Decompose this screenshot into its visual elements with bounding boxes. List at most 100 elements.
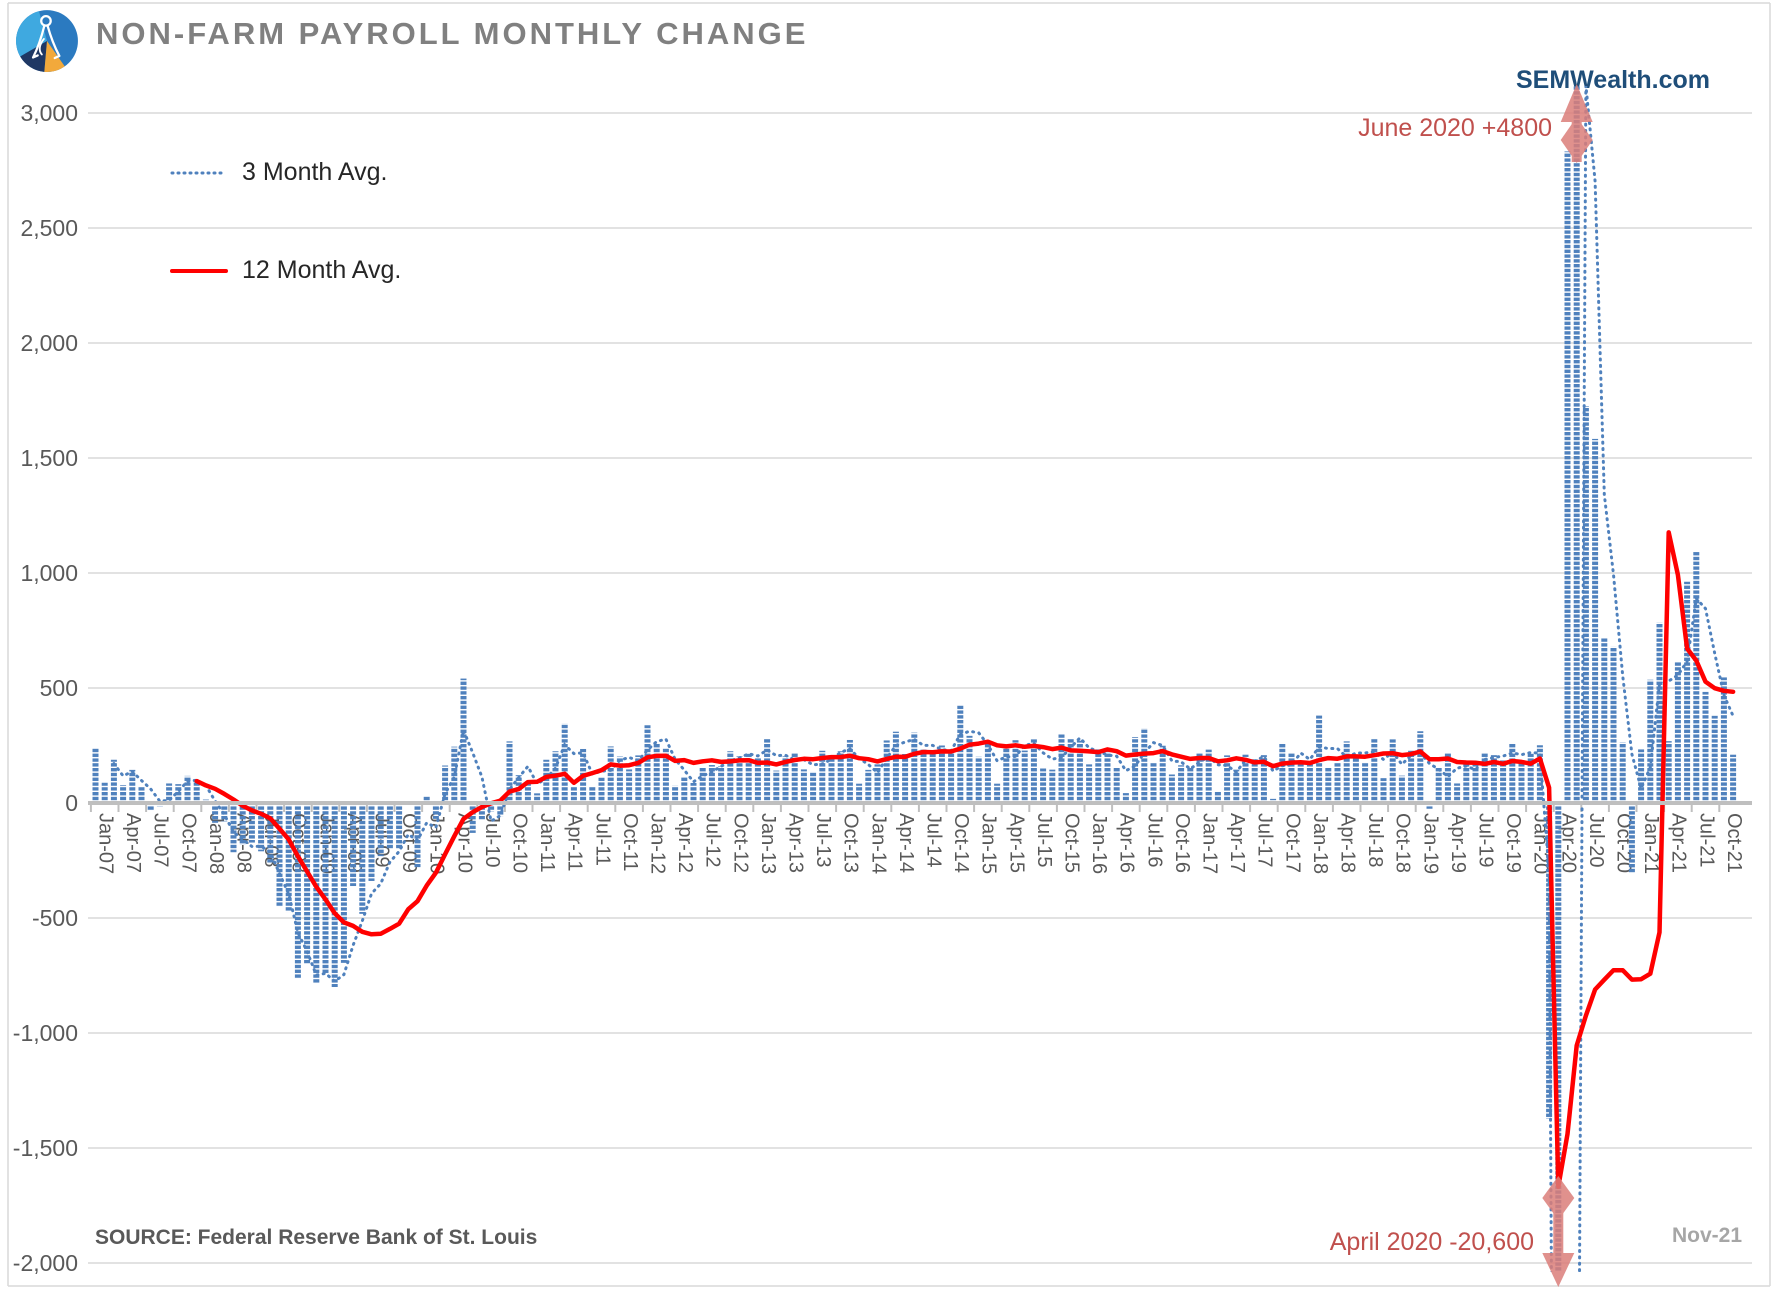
bar	[1426, 803, 1433, 809]
bar	[782, 756, 789, 803]
bar	[1463, 761, 1470, 803]
bar	[589, 786, 596, 803]
bar	[193, 780, 200, 803]
monthly-change-bars	[92, 86, 1737, 1272]
bar	[1003, 745, 1010, 803]
x-tick-label: Jan-14	[867, 813, 889, 874]
bar	[1224, 755, 1231, 803]
bar	[423, 796, 430, 803]
bar	[883, 740, 890, 803]
bar	[892, 731, 899, 803]
x-tick-label: Jan-11	[536, 813, 558, 873]
bar	[1665, 741, 1672, 803]
bar	[488, 803, 495, 812]
y-tick-label: -500	[32, 905, 78, 931]
x-tick-label: Apr-12	[674, 813, 696, 873]
bar	[129, 769, 136, 803]
bar	[902, 754, 909, 803]
bar	[773, 770, 780, 803]
bar	[1233, 769, 1240, 803]
bar	[570, 786, 577, 803]
bar	[1509, 742, 1516, 803]
y-tick-label: 2,500	[20, 215, 78, 241]
bar	[800, 769, 807, 803]
x-tick-label: Apr-17	[1226, 813, 1248, 873]
bar	[708, 765, 715, 803]
bar	[1435, 767, 1442, 803]
bar	[1297, 762, 1304, 803]
bar	[497, 803, 504, 817]
bar	[1684, 581, 1691, 803]
bar	[727, 751, 734, 803]
bar	[1444, 753, 1451, 803]
bar	[1067, 738, 1074, 803]
x-tick-label: Oct-16	[1171, 813, 1193, 873]
x-tick-label: Oct-19	[1502, 813, 1524, 873]
bar	[754, 757, 761, 803]
bar	[653, 743, 660, 803]
bar	[819, 750, 826, 803]
bar	[432, 803, 439, 819]
x-tick-label: Oct-14	[950, 813, 972, 873]
x-tick-label: Jul-19	[1475, 813, 1497, 867]
bar	[1021, 750, 1028, 803]
bar	[110, 759, 117, 803]
bar	[1362, 762, 1369, 803]
x-tick-label: Jul-07	[150, 813, 172, 867]
annotation-april-2020: April 2020 -20,600	[1329, 1228, 1534, 1256]
y-tick-label: 0	[65, 790, 78, 816]
legend-label-3-month: 3 Month Avg.	[242, 158, 388, 186]
bar	[101, 782, 108, 803]
bar	[1693, 552, 1700, 803]
bar	[948, 752, 955, 803]
bar	[1674, 661, 1681, 803]
plot-area	[92, 86, 1737, 1272]
bar	[1196, 753, 1203, 803]
bar	[1490, 755, 1497, 803]
bar	[1352, 755, 1359, 803]
bar	[230, 803, 237, 853]
bar	[396, 803, 403, 850]
bar	[1619, 742, 1626, 803]
bar	[1270, 798, 1277, 803]
x-tick-label: Apr-13	[785, 813, 807, 873]
bar	[1334, 762, 1341, 803]
bar	[681, 776, 688, 803]
bar	[1168, 774, 1175, 803]
bar	[267, 803, 274, 863]
bar	[828, 755, 835, 803]
bar	[386, 803, 393, 849]
x-tick-label: Jan-07	[95, 813, 117, 874]
bar	[1086, 764, 1093, 803]
brand-watermark: SEMWealth.com	[1515, 66, 1710, 94]
bar	[451, 746, 458, 803]
bar	[212, 803, 219, 823]
x-tick-label: Oct-11	[619, 813, 641, 872]
x-tick-label: Oct-18	[1392, 813, 1414, 873]
bar	[626, 769, 633, 803]
bar	[1408, 750, 1415, 803]
bar	[1601, 638, 1608, 803]
x-tick-label: Jan-12	[647, 813, 669, 874]
bar	[1058, 734, 1065, 803]
bar	[1325, 767, 1332, 803]
page-title: NON-FARM PAYROLL MONTHLY CHANGE	[96, 16, 809, 51]
y-tick-label: 500	[40, 675, 78, 701]
bar	[138, 786, 145, 803]
bar	[175, 784, 182, 803]
x-tick-label: Jan-13	[757, 813, 779, 874]
x-tick-label: Jul-20	[1585, 813, 1607, 867]
x-tick-label: Jul-14	[923, 813, 945, 867]
bar	[745, 753, 752, 803]
bar	[1527, 753, 1534, 803]
bar	[1178, 765, 1185, 803]
x-tick-label: Apr-21	[1668, 813, 1690, 873]
bar	[1730, 754, 1737, 803]
bar	[1472, 764, 1479, 803]
annotation-arrows	[1542, 84, 1593, 1287]
bar	[166, 783, 173, 803]
bar	[1720, 677, 1727, 803]
bar	[911, 732, 918, 803]
bar	[1288, 753, 1295, 803]
